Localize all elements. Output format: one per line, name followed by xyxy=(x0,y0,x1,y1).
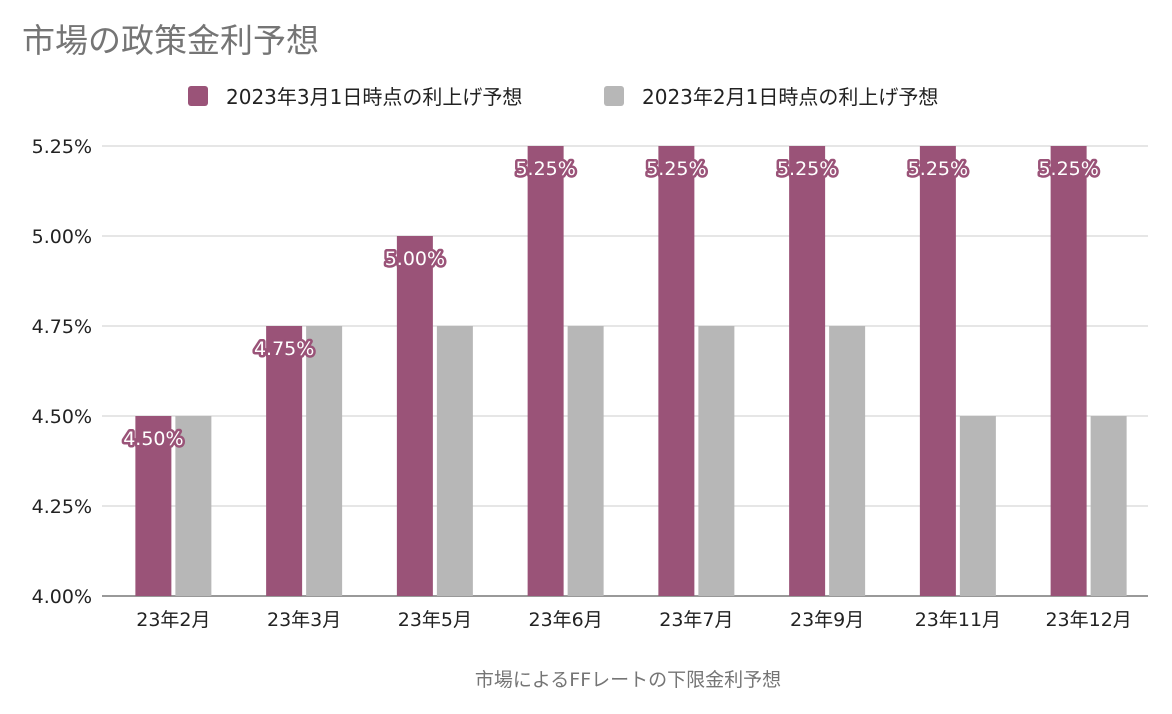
x-tick-label: 23年12月 xyxy=(1045,609,1131,631)
bar-february-forecast xyxy=(698,326,735,596)
y-tick-label: 4.25% xyxy=(32,496,92,518)
bar-march-forecast xyxy=(266,326,303,596)
legend: 2023年3月1日時点の利上げ予想 2023年2月1日時点の利上げ予想 xyxy=(188,85,938,109)
bar-march-forecast xyxy=(135,416,172,596)
x-tick-label: 23年11月 xyxy=(915,609,1001,631)
bar-february-forecast xyxy=(567,326,604,596)
x-axis-title: 市場によるFFレートの下限金利予想 xyxy=(475,669,781,691)
x-tick-label: 23年7月 xyxy=(659,609,733,631)
data-label: 4.50% xyxy=(123,428,183,450)
y-tick-label: 4.00% xyxy=(32,586,92,608)
bar-march-forecast xyxy=(396,236,433,596)
chart-title: 市場の政策金利予想 xyxy=(22,21,319,60)
bar-february-forecast xyxy=(959,416,996,596)
data-label: 5.25% xyxy=(1038,158,1098,180)
x-tick-label: 23年6月 xyxy=(528,609,602,631)
bar-march-forecast xyxy=(789,146,826,596)
x-tick-label: 23年2月 xyxy=(136,609,210,631)
bar-march-forecast xyxy=(527,146,564,596)
data-label: 5.25% xyxy=(777,158,837,180)
bar-february-forecast xyxy=(829,326,866,596)
data-label: 5.25% xyxy=(646,158,706,180)
x-tick-label: 23年5月 xyxy=(398,609,472,631)
data-label: 5.00% xyxy=(385,248,445,270)
x-axis-ticks: 23年2月 23年3月 23年5月 23年6月 23年7月 23年9月 23年11月 23年1… xyxy=(136,609,1132,631)
bars xyxy=(135,146,1127,596)
y-axis-ticks: 4.00% 4.25% 4.50% 4.75% 5.00% 5.25% xyxy=(32,136,92,608)
data-label: 5.25% xyxy=(908,158,968,180)
legend-swatch-march xyxy=(188,86,208,106)
bar-february-forecast xyxy=(436,326,473,596)
x-tick-label: 23年3月 xyxy=(267,609,341,631)
data-label: 4.75% xyxy=(254,338,314,360)
y-tick-label: 5.00% xyxy=(32,226,92,248)
bar-march-forecast xyxy=(658,146,695,596)
legend-swatch-february xyxy=(604,86,624,106)
bar-february-forecast xyxy=(1090,416,1127,596)
x-tick-label: 23年9月 xyxy=(790,609,864,631)
y-tick-label: 5.25% xyxy=(32,136,92,158)
bar-march-forecast xyxy=(1050,146,1087,596)
y-tick-label: 4.50% xyxy=(32,406,92,428)
data-labels: 4.50% 4.75% 5.00% 5.25% 5.25% 5.25% 5.25% 5.25% xyxy=(121,156,1102,453)
data-label: 5.25% xyxy=(515,158,575,180)
legend-label-march: 2023年3月1日時点の利上げ予想 xyxy=(226,85,522,109)
legend-label-february: 2023年2月1日時点の利上げ予想 xyxy=(642,85,938,109)
y-tick-label: 4.75% xyxy=(32,316,92,338)
bar-february-forecast xyxy=(175,416,212,596)
bar-march-forecast xyxy=(919,146,956,596)
bar-february-forecast xyxy=(306,326,343,596)
